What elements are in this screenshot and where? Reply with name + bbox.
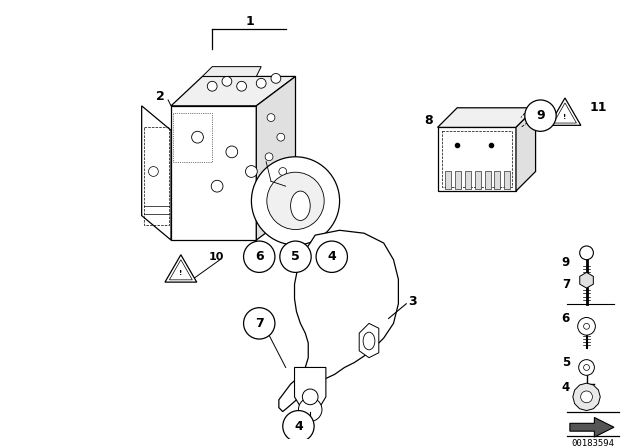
Bar	[442, 131, 512, 187]
Bar	[143, 127, 169, 225]
Bar	[445, 172, 451, 189]
Text: 5: 5	[562, 356, 570, 369]
Bar	[465, 172, 471, 189]
Circle shape	[298, 398, 322, 422]
Circle shape	[578, 318, 595, 335]
Text: 1: 1	[245, 15, 254, 28]
Circle shape	[580, 391, 593, 403]
Text: 9: 9	[562, 256, 570, 269]
Circle shape	[244, 241, 275, 272]
Polygon shape	[202, 67, 261, 77]
Circle shape	[191, 131, 204, 143]
Text: 3: 3	[408, 295, 417, 308]
Circle shape	[280, 241, 311, 272]
Polygon shape	[554, 103, 577, 123]
Circle shape	[302, 389, 318, 405]
Polygon shape	[438, 108, 536, 127]
Text: 10: 10	[208, 252, 223, 262]
Text: 4: 4	[562, 380, 570, 393]
Text: 6: 6	[255, 250, 264, 263]
Bar	[504, 172, 510, 189]
Circle shape	[580, 246, 593, 260]
Bar	[495, 172, 500, 189]
Circle shape	[584, 323, 589, 329]
Text: !: !	[563, 113, 566, 120]
Ellipse shape	[363, 332, 375, 350]
Circle shape	[579, 360, 595, 375]
Circle shape	[271, 73, 281, 83]
Bar	[484, 172, 490, 189]
Text: 7: 7	[255, 317, 264, 330]
Bar	[455, 172, 461, 189]
Text: 4: 4	[294, 420, 303, 433]
Circle shape	[237, 82, 246, 91]
Circle shape	[283, 410, 314, 442]
Bar	[173, 113, 212, 162]
Text: 4: 4	[328, 250, 336, 263]
Polygon shape	[170, 260, 192, 280]
Circle shape	[222, 77, 232, 86]
Circle shape	[584, 365, 589, 370]
Circle shape	[265, 153, 273, 161]
Circle shape	[267, 114, 275, 121]
Polygon shape	[256, 77, 296, 240]
Circle shape	[211, 180, 223, 192]
Text: 9: 9	[536, 109, 545, 122]
Circle shape	[256, 78, 266, 88]
Circle shape	[277, 133, 285, 141]
Circle shape	[226, 146, 237, 158]
Circle shape	[316, 241, 348, 272]
Circle shape	[246, 166, 257, 177]
Text: 6: 6	[562, 312, 570, 325]
Polygon shape	[359, 323, 379, 358]
Bar	[438, 127, 516, 191]
Circle shape	[148, 167, 158, 177]
Circle shape	[267, 172, 324, 229]
Circle shape	[252, 157, 340, 245]
Polygon shape	[165, 255, 196, 282]
Text: 5: 5	[291, 250, 300, 263]
Polygon shape	[294, 367, 326, 409]
Polygon shape	[570, 418, 614, 437]
Polygon shape	[171, 106, 256, 240]
Text: 11: 11	[589, 101, 607, 114]
Circle shape	[244, 308, 275, 339]
Text: !: !	[179, 270, 182, 276]
Polygon shape	[549, 98, 581, 125]
Circle shape	[279, 168, 287, 176]
Text: 8: 8	[424, 114, 433, 127]
Text: 00183594: 00183594	[571, 439, 614, 448]
Polygon shape	[141, 106, 171, 240]
Polygon shape	[279, 230, 398, 412]
Ellipse shape	[291, 191, 310, 220]
Polygon shape	[171, 77, 296, 106]
Circle shape	[207, 82, 217, 91]
Text: 7: 7	[562, 278, 570, 291]
Circle shape	[525, 100, 556, 131]
Polygon shape	[516, 108, 536, 191]
Text: 2: 2	[156, 90, 164, 103]
Bar	[475, 172, 481, 189]
